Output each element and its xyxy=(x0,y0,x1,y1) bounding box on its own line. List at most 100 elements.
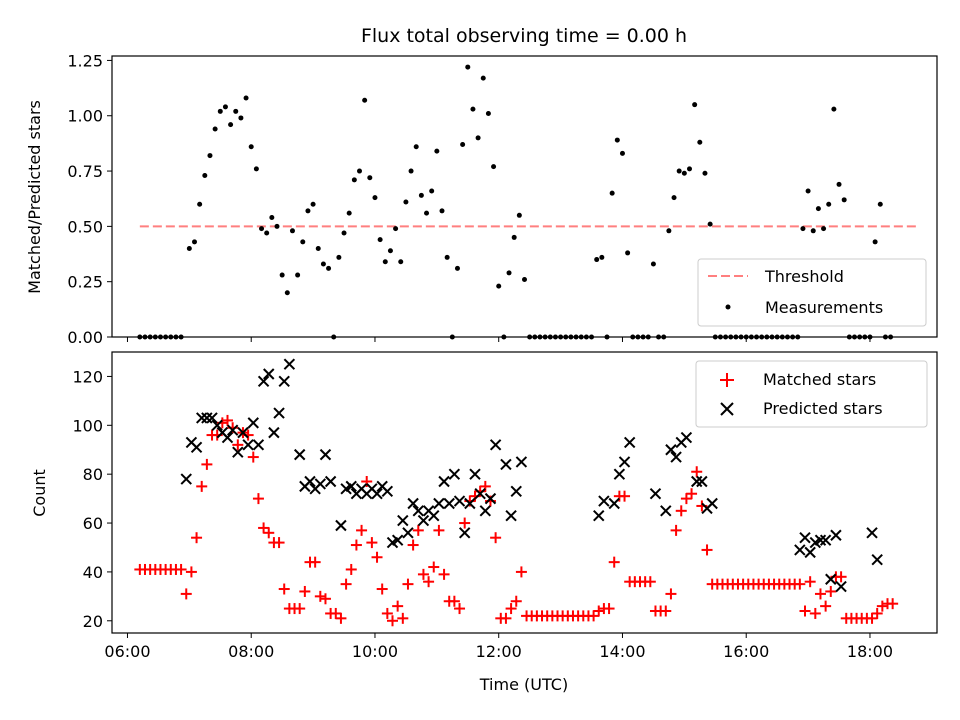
predicted-point xyxy=(221,431,234,444)
predicted-point xyxy=(397,514,409,527)
matched-point xyxy=(175,563,187,575)
matched-point xyxy=(454,603,466,615)
measurement-point xyxy=(269,215,275,221)
predicted-point xyxy=(283,358,296,370)
predicted-point xyxy=(314,478,327,490)
measurement-point xyxy=(733,334,739,340)
bottom-y-tick-label: 20 xyxy=(83,612,103,631)
matched-point xyxy=(701,544,713,556)
measurement-point xyxy=(295,272,301,278)
predicted-point xyxy=(593,510,605,522)
measurement-legend-swatch xyxy=(725,304,731,310)
legend-matched-label: Matched stars xyxy=(763,370,876,389)
matched-point xyxy=(490,532,502,544)
measurement-point xyxy=(640,334,646,340)
measurement-point xyxy=(289,228,295,234)
matched-point xyxy=(392,600,404,612)
measurement-point xyxy=(516,212,522,218)
measurement-point xyxy=(264,230,270,236)
matched-point xyxy=(247,451,259,463)
measurement-point xyxy=(444,254,450,260)
predicted-point xyxy=(598,495,610,507)
matched-point xyxy=(619,490,631,502)
measurement-point xyxy=(429,188,435,194)
measurement-point xyxy=(635,334,641,340)
matched-point xyxy=(232,439,244,451)
chart-title: Flux total observing time = 0.00 h xyxy=(361,25,687,47)
matched-point xyxy=(366,537,378,549)
measurement-point xyxy=(661,334,667,340)
measurement-point xyxy=(424,210,430,216)
predicted-point xyxy=(252,439,265,451)
matched-point xyxy=(412,524,424,536)
measurement-point xyxy=(418,192,424,198)
predicted-point xyxy=(799,531,811,544)
measurement-point xyxy=(367,175,373,181)
predicted-point xyxy=(226,424,239,436)
predicted-point xyxy=(391,534,404,546)
x-tick-label: 18:00 xyxy=(847,642,893,661)
measurement-point xyxy=(377,237,383,243)
measurement-point xyxy=(589,334,595,340)
measurement-point xyxy=(872,239,878,245)
matched-point xyxy=(294,603,306,615)
measurement-point xyxy=(212,126,218,132)
measurement-point xyxy=(305,208,311,214)
matched-point xyxy=(356,524,368,536)
bottom-legend: Matched stars Predicted stars xyxy=(695,360,928,428)
measurement-point xyxy=(846,334,852,340)
legend-measurements-label: Measurements xyxy=(765,298,883,317)
measurement-point xyxy=(346,210,352,216)
measurement-point xyxy=(764,334,770,340)
bottom-y-tick-label: 80 xyxy=(83,465,103,484)
matched-point xyxy=(588,610,600,622)
matched-point xyxy=(866,612,878,624)
measurement-point xyxy=(207,153,213,159)
matched-point xyxy=(675,505,687,517)
predicted-point xyxy=(335,519,347,532)
measurement-point xyxy=(511,234,517,240)
measurement-point xyxy=(774,334,780,340)
matched-point xyxy=(670,524,682,536)
matched-point xyxy=(593,605,605,617)
predicted-legend-swatch xyxy=(720,402,734,416)
predicted-point xyxy=(381,485,394,497)
matched-point xyxy=(314,590,326,602)
predicted-point xyxy=(660,505,672,517)
measurement-point xyxy=(197,201,203,207)
measurement-point xyxy=(496,283,502,289)
top-y-axis-label: Matched/Predicted stars xyxy=(25,100,44,294)
measurement-point xyxy=(769,334,775,340)
predicted-point xyxy=(649,488,662,500)
x-tick-label: 10:00 xyxy=(352,642,398,661)
measurement-point xyxy=(542,334,548,340)
top-y-tick-label: 1.00 xyxy=(67,107,103,126)
measurement-point xyxy=(279,272,285,278)
matched-point xyxy=(835,571,847,583)
predicted-point xyxy=(443,497,455,510)
measurement-point xyxy=(491,164,497,170)
matched-point xyxy=(376,583,388,595)
matched-point xyxy=(330,607,342,619)
predicted-point xyxy=(190,441,203,454)
x-tick-label: 08:00 xyxy=(228,642,274,661)
measurement-point xyxy=(228,122,234,128)
predicted-point xyxy=(417,514,430,527)
bottom-y-tick-label: 40 xyxy=(83,563,103,582)
matched-points xyxy=(134,414,899,627)
predicted-point xyxy=(402,527,414,539)
measurement-point xyxy=(552,334,558,340)
measurement-point xyxy=(147,334,153,340)
measurement-point xyxy=(815,206,821,212)
measurement-point xyxy=(336,254,342,260)
measurement-point xyxy=(882,334,888,340)
matched-point xyxy=(335,612,347,624)
predicted-point xyxy=(273,407,285,419)
measurement-point xyxy=(537,334,543,340)
measurement-point xyxy=(222,104,228,110)
predicted-point xyxy=(814,534,827,546)
matched-point xyxy=(180,588,192,600)
bottom-y-tick-label: 100 xyxy=(72,416,103,435)
measurement-point xyxy=(152,334,158,340)
predicted-point xyxy=(469,468,481,480)
